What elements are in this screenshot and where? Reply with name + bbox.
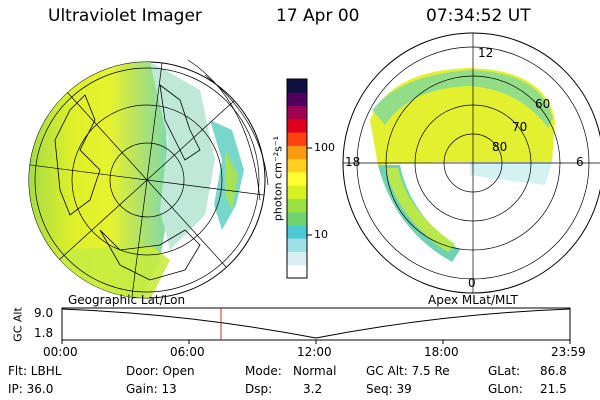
info-ip: IP: 36.0 [8,382,54,396]
info-glat-value: 86.8 [540,364,567,378]
colorbar-stripe [287,251,307,266]
xtick-2359: 23:59 [551,345,586,359]
xtick-0600: 06:00 [170,345,205,359]
info-filter: Flt: LBHL [8,364,62,378]
lat-label-80: 80 [492,140,508,154]
colorbar-stripe [287,79,307,93]
altitude-plot [61,307,571,344]
colorbar-tick-10: 10 [314,228,328,241]
colorbar-stripe [287,198,307,213]
colorbar-stripe [287,118,307,133]
left-aurora-field [29,62,170,298]
info-glon-value: 21.5 [540,382,567,396]
mlt-label-left: 18 [345,155,361,169]
info-mode-label: Mode: [245,364,282,378]
colorbar-label: photon cm⁻²s⁻¹ [271,135,285,222]
mlt-label-top: 12 [478,46,494,60]
info-glat-label: GLat: [488,364,521,378]
altitude-ytick-low: 1.8 [34,326,54,340]
colorbar-tick-100: 100 [314,141,335,154]
colorbar-stripe [287,105,307,120]
info-door: Door: Open [126,364,195,378]
colorbar-stripe [287,132,307,146]
geographic-map [28,59,269,299]
altitude-ylabel: GC Alt [11,307,25,342]
colorbar-stripe [287,158,307,173]
info-dsp-label: Dsp: [245,382,273,396]
colorbar-stripe [287,92,307,107]
altitude-ytick-high: 9.0 [34,306,54,320]
left-map-caption: Geographic Lat/Lon [68,293,186,307]
mlt-label-right: 6 [576,155,584,169]
date: 17 Apr 00 [276,6,360,26]
colorbar-stripe [287,171,307,186]
xtick-1200: 12:00 [297,345,332,359]
time: 07:34:52 UT [426,6,531,26]
colorbar-stripe [287,224,307,239]
mlt-label-bottom: 0 [468,276,476,290]
color-bar [286,78,312,279]
colorbar-stripe [287,185,307,199]
right-map-caption: Apex MLat/MLT [428,293,518,307]
colorbar-stripe [287,238,307,252]
info-glon-label: GLon: [488,382,523,396]
colorbar-stripe [287,145,307,160]
title: Ultraviolet Imager [48,6,202,26]
xtick-1800: 18:00 [424,345,459,359]
magnetic-map [342,32,600,294]
info-dsp-value: 3.2 [303,382,323,396]
info-seq: Seq: 39 [366,382,412,396]
lat-label-60: 60 [535,97,551,111]
info-mode-value: Normal [293,364,337,378]
info-gain: Gain: 13 [126,382,177,396]
colorbar-stripe [287,264,307,279]
altitude-curve [61,308,571,339]
lat-label-70: 70 [512,120,528,134]
xtick-0000: 00:00 [43,345,78,359]
info-gc-alt: GC Alt: 7.5 Re [366,364,450,378]
coastlines [54,84,201,281]
colorbar-stripe [287,211,307,226]
